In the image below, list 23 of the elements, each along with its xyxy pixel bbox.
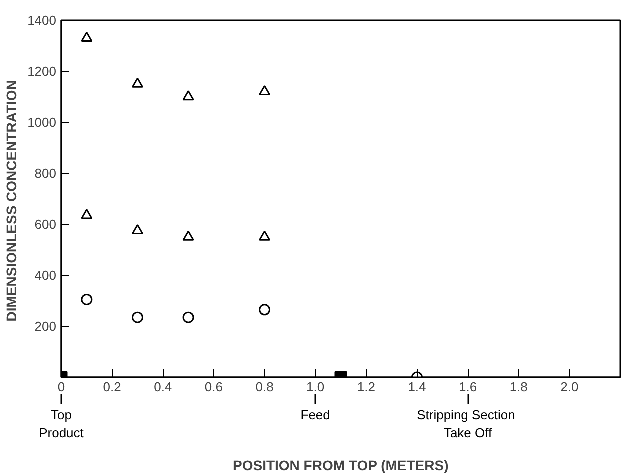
- y-tick-label: 1400: [28, 13, 56, 28]
- x-tick-label: 0.4: [154, 380, 172, 394]
- ref-line-label: Top Product: [39, 408, 84, 440]
- x-tick-label: 0.6: [204, 380, 223, 394]
- y-tick-label: 600: [34, 217, 57, 232]
- y-tick-label: 200: [34, 319, 57, 334]
- x-axis-title: POSITION FROM TOP (METERS): [233, 458, 449, 474]
- x-tick-label: 1.6: [459, 380, 478, 394]
- ref-line-label: Stripping Section Take Off: [417, 408, 516, 440]
- x-tick-label: 0.8: [256, 380, 274, 394]
- y-tick-label: 1200: [28, 64, 56, 79]
- x-tick-label: 0: [58, 380, 66, 394]
- ref-line-label: Feed: [300, 408, 330, 422]
- y-tick-label: 800: [34, 166, 57, 181]
- x-tick-label: 1.0: [306, 380, 325, 394]
- x-tick-label: 0.2: [103, 380, 122, 394]
- x-tick-label: 1.2: [357, 380, 376, 394]
- y-tick-label: 400: [34, 268, 57, 283]
- x-tick-label: 1.8: [510, 380, 528, 394]
- y-tick-label: 1000: [28, 115, 56, 130]
- x-tick-label: 1.4: [408, 380, 426, 394]
- y-axis-title: DIMENSIONLESS CONCENTRATION: [4, 80, 20, 322]
- x-tick-label: 2.0: [560, 380, 579, 394]
